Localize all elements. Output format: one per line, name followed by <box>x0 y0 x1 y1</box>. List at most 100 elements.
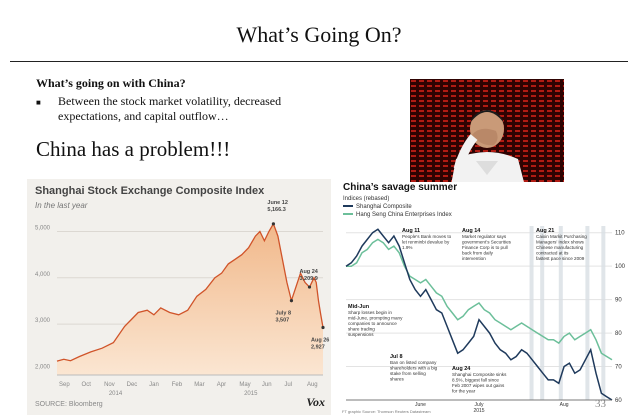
annotation-text: Sharp losses begin in mid-June, prompting… <box>348 310 403 337</box>
index-line <box>56 222 324 362</box>
x-tick-label: Nov <box>104 382 115 388</box>
annotation-text-line: companies to announce <box>348 321 397 326</box>
annotation-head: Aug 11 <box>402 228 420 234</box>
legend-item-hang-seng: Hang Seng China Enterprises Index <box>343 212 452 218</box>
event-band <box>585 226 590 400</box>
annotation-head: Mid-Jun <box>348 304 370 310</box>
annotation-text-line: Finance Corp is to pull <box>462 245 508 250</box>
x-tick-label: July <box>475 402 484 408</box>
savage-summer-footnote: FT graphic Source: Thomson Reuters Datas… <box>342 409 431 414</box>
annotation-dot <box>321 325 325 330</box>
annotation-text-line: Sharp losses begin in <box>348 310 392 315</box>
bullet-text: Between the stock market volatility, dec… <box>58 94 282 123</box>
y-tick-label: 4,000 <box>35 272 51 278</box>
annotation-text-line: Shanghai Composite sinks <box>452 372 507 377</box>
trader-photo <box>410 79 564 190</box>
annotation-dot <box>307 285 312 289</box>
annotation-text: People’s Bank moves to let renminbi deval… <box>402 234 452 250</box>
annotation-text-line: 1.9% <box>402 245 412 250</box>
annotation-dot <box>289 299 294 303</box>
annotation-value: 3,507 <box>275 318 289 324</box>
x-tick-label: Aug <box>307 382 318 388</box>
x-tick-label: Aug <box>560 402 569 408</box>
event-band <box>529 226 534 400</box>
y-tick-label: 2,000 <box>35 364 51 370</box>
bullet-marker-icon: ■ <box>36 98 41 107</box>
annotation-text-line: People’s Bank moves to <box>402 234 452 239</box>
annotation-value: 3,209.9 <box>299 276 317 282</box>
annotation-text-line: shares <box>390 377 404 382</box>
slide-title: What’s Going On? <box>236 22 402 47</box>
annotation-text-line: let renminbi devalue by <box>402 240 450 245</box>
annotation-text-line: Caixin Markit Purchasing <box>536 234 587 239</box>
x-tick-label: Sep <box>59 382 70 388</box>
annotation-text-line: Chinese manufacturing <box>536 245 584 250</box>
x-tick-label: Jun <box>262 382 272 388</box>
headline: China has a problem!!! <box>36 137 231 161</box>
savage-summer-title: China’s savage summer <box>343 182 458 193</box>
year-label: 2015 <box>244 391 258 397</box>
y-tick-label: 70 <box>615 365 622 371</box>
x-tick-label: Jan <box>149 382 159 388</box>
shanghai-chart-subtitle: In the last year <box>35 201 88 210</box>
x-tick-label: 2015 <box>473 408 484 414</box>
annotation-text: Shanghai Composite sinks 8.5%, biggest fa… <box>452 372 507 394</box>
x-tick-label: Mar <box>194 382 204 388</box>
y-tick-label: 60 <box>615 398 622 404</box>
savage-summer-index-note: Indices (rebased) <box>343 196 390 202</box>
annotation-head: Aug 14 <box>462 228 481 234</box>
annotation-date: Aug 26 <box>311 337 329 343</box>
annotation-text-line: Ban on listed company <box>390 360 437 365</box>
shanghai-plot: 5,000 4,000 3,000 2,000 Sep Oct Nov Dec Jan Feb Ma… <box>35 200 329 397</box>
annotation-text-line: suspensions <box>348 332 374 337</box>
vox-logo: Vox <box>306 395 325 409</box>
annotation-head: Jul 8 <box>390 354 403 360</box>
annotation-text-line: Managers’ index shows <box>536 240 585 245</box>
annotation-date: July 8 <box>275 311 291 317</box>
question-heading: What’s going on with China? <box>36 76 186 90</box>
x-tick-label: Oct <box>82 382 92 388</box>
annotation-text: Ban on listed company shareholders with a… <box>390 360 438 382</box>
annotation-text-line: intervention <box>462 256 486 261</box>
annotation-text-line: for the year <box>452 389 476 394</box>
annotation-text: Market regulator says government’s Securi… <box>462 234 512 261</box>
legend-swatch-hang-seng <box>343 213 353 216</box>
annotation-text-line: share trading <box>348 327 375 332</box>
annotation-text-line: fastest pace since 2009 <box>536 256 585 261</box>
y-tick-label: 100 <box>615 264 626 270</box>
y-tick-label: 90 <box>615 298 622 304</box>
annotation-text-line: government’s Securities <box>462 240 512 245</box>
x-tick-label: June <box>415 402 426 408</box>
annotation-value: 2,927 <box>311 344 325 350</box>
annotation-text-line: contracted at its <box>536 251 569 256</box>
legend-label-shanghai: Shanghai Composite <box>356 204 412 210</box>
shanghai-chart: Shanghai Stock Exchange Composite Index … <box>27 179 331 415</box>
annotation-text-line: Market regulator says <box>462 234 507 239</box>
annotation-head: Aug 24 <box>452 366 471 372</box>
event-band <box>558 226 563 400</box>
shanghai-chart-title: Shanghai Stock Exchange Composite Index <box>35 185 265 197</box>
page-number: 33 <box>595 398 606 410</box>
title-rule <box>10 61 628 62</box>
legend-label-hang-seng: Hang Seng China Enterprises Index <box>356 212 452 218</box>
annotation-text-line: mid-June, prompting many <box>348 316 403 321</box>
annotation-date: Aug 24 <box>299 269 318 275</box>
savage-summer-chart: China’s savage summer Indices (rebased) … <box>340 182 636 414</box>
shanghai-source: SOURCE: Bloomberg <box>35 401 103 408</box>
x-tick-label: Dec <box>127 382 138 388</box>
series-line <box>346 238 613 361</box>
legend-swatch-shanghai <box>343 205 353 208</box>
index-area <box>57 223 323 375</box>
event-band <box>540 226 545 400</box>
x-tick-label: Feb <box>172 382 183 388</box>
year-label: 2014 <box>109 391 123 397</box>
annotation-text-line: shareholders with a big <box>390 366 438 371</box>
annotation-text-line: stake from selling <box>390 371 426 376</box>
annotation-text-line: 8.5%, biggest fall since <box>452 378 499 383</box>
series-line <box>345 228 613 401</box>
x-tick-label: Apr <box>217 382 226 388</box>
